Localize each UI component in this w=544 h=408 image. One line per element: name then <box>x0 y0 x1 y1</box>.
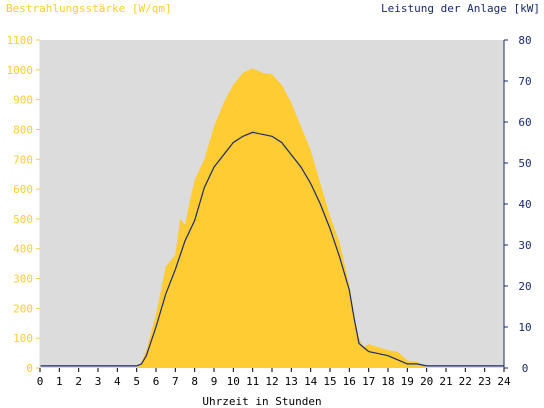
right-tick-label: 0 <box>522 362 529 375</box>
right-tick-label: 70 <box>518 75 531 88</box>
right-tick-label: 60 <box>518 116 531 129</box>
x-tick-label: 21 <box>439 375 452 388</box>
right-tick-label: 40 <box>518 198 531 211</box>
x-tick-label: 9 <box>211 375 218 388</box>
x-tick-label: 23 <box>478 375 491 388</box>
x-tick-label: 3 <box>95 375 102 388</box>
right-tick-label: 50 <box>518 157 531 170</box>
x-tick-label: 1 <box>56 375 63 388</box>
right-tick-label: 80 <box>518 34 531 47</box>
x-axis-label: Uhrzeit in Stunden <box>202 395 321 408</box>
left-tick-label: 200 <box>13 302 33 315</box>
x-tick-label: 16 <box>343 375 356 388</box>
right-tick-label: 30 <box>518 239 531 252</box>
x-tick-label: 19 <box>401 375 414 388</box>
x-tick-label: 8 <box>191 375 198 388</box>
power-line <box>40 131 504 367</box>
x-tick-label: 22 <box>459 375 472 388</box>
left-tick-label: 400 <box>13 243 33 256</box>
left-tick-label: 0 <box>26 362 33 375</box>
left-axis-ticks: 0 100 200 300 400 500 600 700 800 900 1000 1100 <box>7 34 40 375</box>
x-tick-label: 12 <box>265 375 278 388</box>
left-tick-label: 500 <box>13 213 33 226</box>
power-line-layer <box>40 131 504 367</box>
right-tick-label: 10 <box>518 321 531 334</box>
x-tick-label: 24 <box>497 375 511 388</box>
right-tick-label: 20 <box>518 280 531 293</box>
left-tick-label: 800 <box>13 124 33 137</box>
x-tick-label: 15 <box>323 375 336 388</box>
left-tick-label: 700 <box>13 153 33 166</box>
x-axis-ticks: 0 1 2 3 4 5 6 7 8 9 10 11 12 13 14 15 16 17 18 19 20 21 22 23 24 <box>37 368 511 388</box>
x-tick-label: 11 <box>246 375 259 388</box>
irradiance-area <box>40 68 504 369</box>
right-axis-label: Leistung der Anlage [kW] <box>381 2 540 15</box>
left-tick-label: 300 <box>13 273 33 286</box>
x-tick-label: 4 <box>114 375 121 388</box>
x-tick-label: 10 <box>227 375 240 388</box>
x-tick-label: 18 <box>381 375 394 388</box>
x-tick-label: 17 <box>362 375 375 388</box>
x-tick-label: 13 <box>285 375 298 388</box>
x-tick-label: 20 <box>420 375 433 388</box>
left-tick-label: 1000 <box>7 64 34 77</box>
right-axis-ticks: 0 10 20 30 40 50 60 70 80 <box>504 34 532 375</box>
x-tick-label: 7 <box>172 375 179 388</box>
left-tick-label: 100 <box>13 332 33 345</box>
irradiance-area-layer <box>40 68 504 369</box>
left-tick-label: 600 <box>13 183 33 196</box>
left-tick-label: 900 <box>13 94 33 107</box>
x-tick-label: 2 <box>75 375 82 388</box>
x-tick-label: 5 <box>133 375 140 388</box>
left-axis-label: Bestrahlungsstärke [W/qm] <box>6 2 172 15</box>
x-tick-label: 6 <box>153 375 160 388</box>
left-tick-label: 1100 <box>7 34 34 47</box>
x-tick-label: 0 <box>37 375 44 388</box>
x-tick-label: 14 <box>304 375 318 388</box>
